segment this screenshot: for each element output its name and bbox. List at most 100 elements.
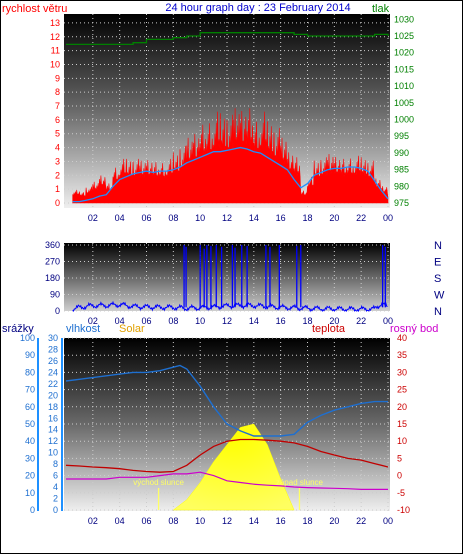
direction-y-tick-label: 270 [45,257,60,267]
x-tick-label: 08 [168,213,178,223]
wind-y-tick-label: 7 [55,101,60,111]
wind-y-tick-label: 11 [51,46,60,56]
pressure-y-tick-label: 975 [394,198,409,208]
x-tick-label: 12 [222,316,232,326]
x-tick-label: 00 [383,316,393,326]
direction-y-tick-label: 90 [50,290,60,300]
x-tick-label: 02 [88,316,98,326]
x-tick-label: 04 [115,213,125,223]
solar-axis-title: Solar [119,323,145,335]
x-tick-label: 04 [115,316,125,326]
x-tick-label: 08 [168,516,178,526]
wind-x-axis: 02 04 06 08 10 12 14 16 18 20 22 00 [88,213,393,223]
compass-label: E [434,257,441,269]
temperature-y-tick-label: -5 [397,488,405,498]
x-tick-label: 22 [356,316,366,326]
humidity-series [65,364,388,437]
x-tick-label: 02 [88,213,98,223]
pressure-series [66,32,389,46]
humidity-y-tick-label: 18 [48,402,58,412]
precip-left-axis: 0 10 20 30 40 50 60 70 80 90 100 [20,333,39,515]
wind-y-tick-label: 2 [55,170,60,180]
temperature-y-tick-label: 25 [397,385,407,395]
temperature-right-axis: -10 -5 0 5 10 15 20 25 30 35 40 [397,333,410,515]
direction-x-axis: 02 04 06 08 10 12 14 16 18 20 22 00 [88,316,393,326]
pressure-right-axis: 975 980 985 990 995 1000 1005 1010 1015 1020 1025 1… [394,14,414,208]
direction-y-tick-label: 360 [45,240,60,250]
precip-y-tick-label: 60 [25,402,35,412]
direction-left-axis: 0 90 180 270 360 [45,240,60,316]
humidity-y-tick-label: 0 [53,505,58,515]
x-tick-label: 00 [383,213,393,223]
wind-y-tick-label: 6 [55,115,60,125]
sunrise-label: východ slunce [133,478,184,487]
climate-series: východ slunce západ slunce [65,364,389,511]
humidity-y-tick-label: 22 [48,379,58,389]
x-tick-label: 20 [329,516,339,526]
humidity-y-tick-label: 24 [48,367,58,377]
precip-y-tick-label: 10 [25,488,35,498]
wind-y-tick-label: 5 [55,129,60,139]
dewpoint-series [66,471,388,490]
direction-series [72,245,388,313]
direction-panel-bg [64,243,390,311]
pressure-y-tick-label: 1020 [394,48,414,58]
humidity-y-tick-label: 30 [48,333,58,343]
x-tick-label: 20 [329,213,339,223]
temperature-series [65,438,389,473]
x-tick-label: 22 [356,516,366,526]
pressure-y-tick-label: 985 [394,165,409,175]
x-tick-label: 06 [141,316,151,326]
pressure-axis-title: tlak [372,3,390,15]
precip-y-tick-label: 20 [25,471,35,481]
humidity-y-tick-label: 16 [48,413,58,423]
x-tick-label: 00 [383,516,393,526]
humidity-y-tick-label: 20 [48,390,58,400]
compass-label: S [434,273,441,285]
direction-y-tick-label: 0 [55,306,60,316]
humidity-y-tick-label: 4 [53,482,58,492]
precip-y-tick-label: 90 [25,350,35,360]
temperature-y-tick-label: 20 [397,402,407,412]
x-tick-label: 22 [356,213,366,223]
climate-x-axis: 02 04 06 08 10 12 14 16 18 20 22 00 [88,516,393,526]
x-tick-label: 10 [195,516,205,526]
pressure-y-tick-label: 1015 [394,64,414,74]
x-tick-label: 18 [302,516,312,526]
x-tick-label: 10 [195,213,205,223]
wind-pressure-series [66,32,389,204]
wind-axis-title: rychlost větru [2,3,67,15]
pressure-y-tick-label: 1010 [394,81,414,91]
precip-y-tick-label: 40 [25,436,35,446]
pressure-y-tick-label: 1000 [394,115,414,125]
temperature-y-tick-label: 35 [397,350,407,360]
temperature-y-tick-label: -10 [397,505,410,515]
humidity-y-tick-label: 2 [53,494,58,504]
x-tick-label: 12 [222,516,232,526]
wind-y-tick-label: 4 [55,143,60,153]
pressure-y-tick-label: 1025 [394,31,414,41]
chart-title: 24 hour graph day : 23 February 2014 [165,2,350,14]
wind-y-tick-label: 0 [55,198,60,208]
x-tick-label: 14 [249,516,259,526]
x-tick-label: 16 [276,516,286,526]
x-tick-label: 12 [222,213,232,223]
temperature-axis-title: teplota [312,323,346,335]
wind-y-tick-label: 10 [50,59,60,69]
temperature-y-tick-label: 5 [397,453,402,463]
x-tick-label: 08 [168,316,178,326]
x-tick-label: 06 [141,516,151,526]
x-tick-label: 16 [276,213,286,223]
humidity-y-tick-label: 10 [48,448,58,458]
x-tick-label: 18 [302,316,312,326]
humidity-y-tick-label: 6 [53,471,58,481]
humidity-y-tick-label: 14 [48,425,58,435]
sunset-label: západ slunce [276,478,324,487]
humidity-y-tick-label: 28 [48,344,58,354]
pressure-y-tick-label: 1005 [394,98,414,108]
x-tick-label: 04 [115,516,125,526]
